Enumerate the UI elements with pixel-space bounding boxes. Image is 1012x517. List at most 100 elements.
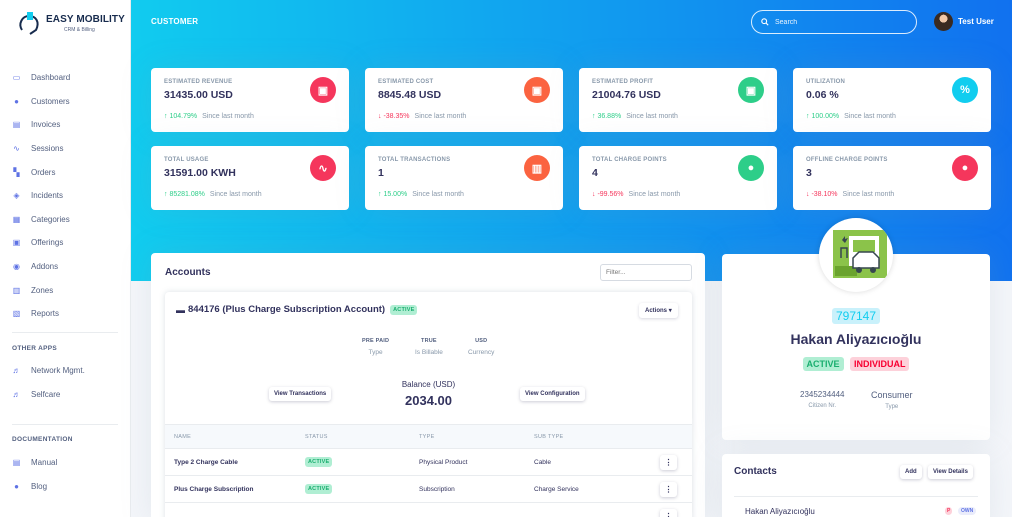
cell-type: Physical Product xyxy=(419,459,468,466)
cell-sub-type: Cable xyxy=(534,459,551,466)
arrow-up-icon: ↑ xyxy=(592,113,596,120)
nav-divider xyxy=(12,424,118,425)
sidebar-item-label: Sessions xyxy=(31,144,64,154)
stat-change: ↑ 85281.08% Since last month xyxy=(164,191,262,198)
add-contact-button[interactable]: Add xyxy=(900,465,922,479)
stat-card-total-usage: TOTAL USAGE 31591.00 KWH ↑ 85281.08% Sinc… xyxy=(151,146,349,210)
sidebar-item-reports[interactable]: ▧ Reports xyxy=(0,302,131,326)
sidebar-item-selfcare[interactable]: ♬ Selfcare xyxy=(0,383,131,407)
customer-type-value: Consumer xyxy=(871,390,913,400)
account-prop-billable: TRUE Is Billable xyxy=(415,338,443,356)
view-details-button[interactable]: View Details xyxy=(928,465,973,479)
sidebar-item-invoices[interactable]: ▤ Invoices xyxy=(0,113,131,137)
brand-subtitle: CRM & Billing xyxy=(64,27,95,33)
accounts-card: Accounts ▬ 844176 (Plus Charge Subscript… xyxy=(151,253,705,517)
brand-logo[interactable]: EASY MOBILITY CRM & Billing xyxy=(16,10,126,40)
stat-value: 8845.48 USD xyxy=(378,89,442,101)
stat-since: Since last month xyxy=(412,191,464,198)
stat-change-value: 100.00% xyxy=(811,113,840,120)
customer-badges: ACTIVE INDIVIDUAL xyxy=(722,354,990,372)
sidebar-item-dashboard[interactable]: ▭ Dashboard xyxy=(0,66,131,90)
table-row[interactable]: Plus Charge Subscription ACTIVE Subscrip… xyxy=(165,475,692,502)
revenue-icon: ▣ xyxy=(310,77,336,103)
customer-name: Hakan Aliyazıcıoğlu xyxy=(790,331,922,347)
row-menu-icon[interactable]: ⋮ xyxy=(660,455,677,470)
stat-change-value: -38.10% xyxy=(811,191,838,198)
sidebar-item-label: Addons xyxy=(31,262,59,272)
prop-label: Type xyxy=(368,349,383,356)
user-menu[interactable]: Test User xyxy=(934,12,994,31)
stat-change: ↓ -99.56% Since last month xyxy=(592,191,680,198)
sidebar-item-blog[interactable]: ● Blog xyxy=(0,475,131,499)
sidebar-item-offerings[interactable]: ▣ Offerings xyxy=(0,231,131,255)
transactions-icon: ▥ xyxy=(524,155,550,181)
stat-value: 3 xyxy=(806,167,812,179)
sidebar-item-label: Manual xyxy=(31,458,58,468)
stat-since: Since last month xyxy=(842,191,895,198)
sidebar-item-zones[interactable]: ▥ Zones xyxy=(0,278,131,302)
sidebar-item-addons[interactable]: ◉ Addons xyxy=(0,255,131,279)
zones-icon: ▥ xyxy=(12,285,21,295)
view-configuration-button[interactable]: View Configuration xyxy=(520,387,585,401)
stat-change-value: 104.79% xyxy=(169,113,198,120)
table-row[interactable]: ⋮ xyxy=(165,502,692,517)
citizen-number-label: Citizen Nr. xyxy=(808,403,837,409)
account-detail: ▬ 844176 (Plus Charge Subscription Accou… xyxy=(165,292,692,517)
sidebar-item-incidents[interactable]: ◈ Incidents xyxy=(0,184,131,208)
sidebar-item-label: Zones xyxy=(31,285,54,295)
stat-label: UTILIZATION xyxy=(806,79,846,85)
orders-icon: ▚ xyxy=(13,167,20,177)
arrow-down-icon: ↓ xyxy=(592,191,596,198)
stat-card-utilization: UTILIZATION 0.06 % ↑ 100.00% Since last m… xyxy=(793,68,991,132)
arrow-up-icon: ↑ xyxy=(378,191,382,198)
sidebar-item-sessions[interactable]: ∿ Sessions xyxy=(0,137,131,161)
stat-since: Since last month xyxy=(414,113,467,120)
sidebar-item-categories[interactable]: ▦ Categories xyxy=(0,208,131,232)
offline-icon: ● xyxy=(952,155,978,181)
accounts-filter-input[interactable] xyxy=(600,264,692,281)
stat-change: ↓ -38.35% Since last month xyxy=(378,113,466,120)
sidebar-item-manual[interactable]: ▤ Manual xyxy=(0,451,131,475)
profit-icon: ▣ xyxy=(738,77,764,103)
sidebar-item-orders[interactable]: ▚ Orders xyxy=(0,160,131,184)
documentation-nav: ▤ Manual ● Blog xyxy=(0,451,131,498)
other-apps-nav: ♬ Network Mgmt. ♬ Selfcare xyxy=(0,359,131,406)
stat-change-value: -99.56% xyxy=(597,191,624,198)
stat-label: ESTIMATED PROFIT xyxy=(592,79,654,85)
arrow-up-icon: ↑ xyxy=(164,191,168,198)
arrow-down-icon: ↓ xyxy=(378,113,382,120)
stat-since: Since last month xyxy=(628,191,681,198)
search-input[interactable] xyxy=(775,18,905,26)
row-menu-icon[interactable]: ⋮ xyxy=(660,482,677,497)
row-menu-icon[interactable]: ⋮ xyxy=(660,509,677,517)
stat-change-value: -38.35% xyxy=(383,113,410,120)
column-header-status: STATUS xyxy=(305,434,328,440)
view-transactions-button[interactable]: View Transactions xyxy=(269,387,332,401)
incident-icon: ◈ xyxy=(13,191,20,201)
brand-title: EASY MOBILITY xyxy=(46,14,125,25)
contacts-title: Contacts xyxy=(734,466,777,477)
list-item[interactable]: Hakan Aliyazıcıoğlu P OWN xyxy=(734,496,978,517)
column-header-type: TYPE xyxy=(419,434,435,440)
stat-label: ESTIMATED COST xyxy=(378,79,434,85)
stat-value: 4 xyxy=(592,167,598,179)
avatar[interactable] xyxy=(934,12,953,31)
customer-type-label: Type xyxy=(885,404,899,410)
actions-dropdown-button[interactable]: Actions ▾ xyxy=(639,303,678,318)
stat-card-estimated-profit: ESTIMATED PROFIT 21004.76 USD ↑ 36.88% Si… xyxy=(579,68,777,132)
nav-heading-documentation: DOCUMENTATION xyxy=(12,436,73,443)
stat-change: ↓ -38.10% Since last month xyxy=(806,191,894,198)
contact-name: Hakan Aliyazıcıoğlu xyxy=(745,507,815,516)
sidebar-item-network-mgmt[interactable]: ♬ Network Mgmt. xyxy=(0,359,131,383)
sidebar-item-label: Incidents xyxy=(31,191,64,201)
balance-value: 2034.00 xyxy=(405,393,452,408)
balance-label: Balance (USD) xyxy=(401,380,456,389)
account-prop-type: PRE PAID Type xyxy=(362,338,389,356)
stat-label: OFFLINE CHARGE POINTS xyxy=(806,157,888,163)
table-row[interactable]: Type 2 Charge Cable ACTIVE Physical Prod… xyxy=(165,448,692,475)
sidebar-item-customers[interactable]: ● Customers xyxy=(0,90,131,114)
stat-value: 1 xyxy=(378,167,384,179)
search-box[interactable] xyxy=(751,10,917,34)
table-header: NAME STATUS TYPE SUB TYPE xyxy=(165,424,692,448)
sidebar-item-label: Reports xyxy=(31,309,60,319)
